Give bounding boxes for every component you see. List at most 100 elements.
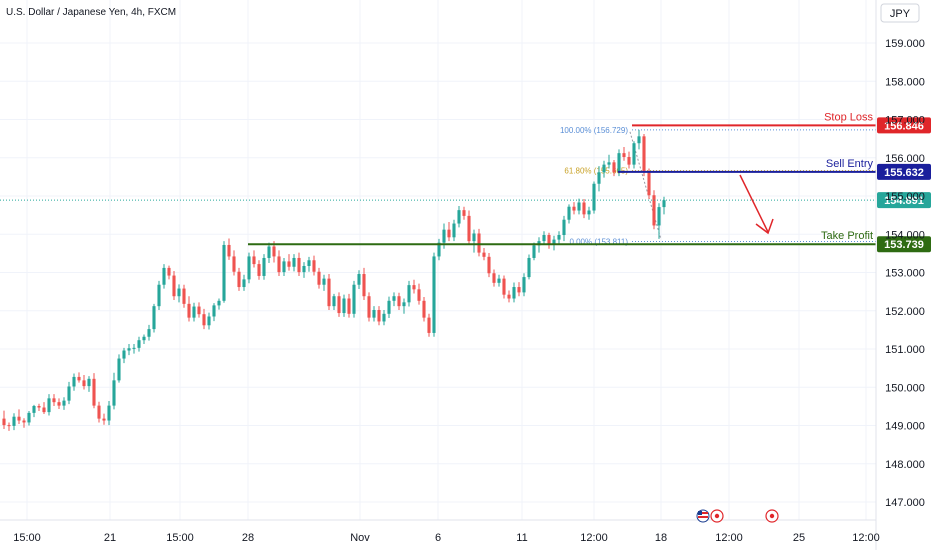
- candle: [112, 372, 116, 410]
- currency-label: JPY: [890, 8, 911, 20]
- candle: [547, 232, 551, 249]
- candle: [422, 296, 426, 322]
- candle-body: [22, 420, 26, 423]
- candle-body: [52, 398, 56, 403]
- candle: [242, 274, 246, 291]
- candle-body: [207, 316, 211, 326]
- candle-body: [572, 206, 576, 211]
- candle-body: [332, 296, 336, 307]
- candle-body: [242, 279, 246, 288]
- x-tick-label: 12:00: [852, 532, 880, 544]
- candle: [472, 229, 476, 253]
- candle-body: [457, 210, 461, 224]
- candle: [502, 275, 506, 299]
- candle-body: [262, 257, 266, 276]
- take-profit-price-badge: [877, 236, 931, 253]
- candle-body: [492, 273, 496, 283]
- candle: [207, 312, 211, 330]
- fib-0-label: 0.00% (153.811): [569, 237, 628, 246]
- candle: [167, 265, 171, 280]
- chart-title: U.S. Dollar / Japanese Yen, 4h, FXCM: [6, 7, 176, 18]
- candle: [142, 334, 146, 345]
- candle-body: [27, 412, 31, 423]
- candle-body: [442, 229, 446, 243]
- candle-body: [92, 378, 96, 406]
- candle-body: [257, 264, 261, 276]
- candle-body: [127, 348, 131, 351]
- candle-body: [562, 219, 566, 236]
- candle: [477, 228, 481, 257]
- candle-body: [57, 402, 61, 406]
- candle-body: [622, 153, 626, 157]
- candle-body: [252, 256, 256, 265]
- y-tick-label: 149.000: [885, 421, 925, 433]
- us-flag-event-icon[interactable]: [696, 509, 710, 523]
- x-tick-label: 11: [516, 532, 527, 544]
- y-tick-label: 147.000: [885, 497, 925, 509]
- candle-body: [337, 296, 341, 314]
- candle-body: [407, 285, 411, 303]
- candle: [137, 336, 141, 352]
- candle: [462, 206, 466, 220]
- candle: [337, 292, 341, 317]
- candle: [77, 372, 81, 383]
- x-tick-label: 21: [104, 532, 116, 544]
- candle-body: [467, 215, 471, 242]
- candle-body: [422, 300, 426, 318]
- candle-body: [122, 350, 126, 359]
- economic-event-icon[interactable]: [710, 509, 724, 523]
- candle: [622, 147, 626, 161]
- candle: [177, 284, 181, 303]
- candle-body: [557, 235, 561, 240]
- candle-body: [312, 260, 316, 272]
- candle: [432, 252, 436, 337]
- candle: [152, 303, 156, 333]
- candle-body: [452, 223, 456, 238]
- candle: [577, 198, 581, 215]
- candle: [102, 413, 106, 425]
- candle: [487, 252, 491, 278]
- candle-body: [227, 244, 231, 257]
- candle-body: [247, 256, 251, 280]
- candle: [72, 373, 76, 391]
- candle-body: [292, 257, 296, 267]
- candle: [287, 254, 291, 271]
- candle-body: [317, 271, 321, 285]
- candle: [202, 308, 206, 330]
- candle-body: [397, 296, 401, 307]
- x-tick-label: 15:00: [13, 532, 41, 544]
- x-tick-label: Nov: [350, 532, 370, 544]
- candle-body: [217, 300, 221, 306]
- candle-body: [547, 235, 551, 245]
- candle: [317, 267, 321, 289]
- candle-body: [187, 303, 191, 318]
- candle-body: [137, 340, 141, 348]
- candle: [387, 296, 391, 319]
- candle: [312, 255, 316, 276]
- candle-body: [587, 210, 591, 215]
- currency-button[interactable]: JPY: [880, 3, 920, 23]
- candle-body: [327, 278, 331, 307]
- candle-body: [382, 313, 386, 322]
- candle-body: [577, 202, 581, 211]
- candle: [117, 354, 121, 383]
- candle-body: [412, 285, 416, 290]
- candle-body: [67, 386, 71, 401]
- candle-body: [212, 305, 216, 317]
- economic-event-icon[interactable]: [765, 509, 779, 523]
- candle: [222, 241, 226, 303]
- candle: [147, 324, 151, 341]
- candle-body: [367, 296, 371, 318]
- candle-body: [302, 265, 306, 273]
- candle: [62, 397, 66, 410]
- candle: [597, 166, 601, 192]
- y-tick-label: 152.000: [885, 306, 925, 318]
- candle: [557, 231, 561, 245]
- candle-body: [602, 164, 606, 173]
- stop-loss-price-label: 156.846: [884, 120, 924, 132]
- candle-body: [72, 376, 76, 387]
- candle-body: [152, 306, 156, 330]
- candle-body: [222, 244, 226, 301]
- candle-body: [112, 380, 116, 406]
